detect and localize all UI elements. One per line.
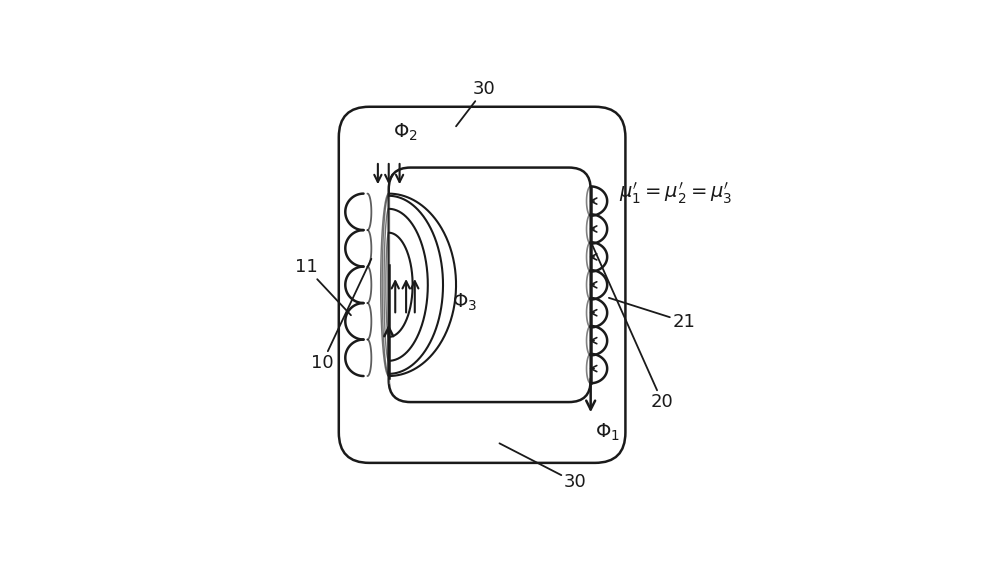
Text: 30: 30 (499, 443, 587, 491)
FancyBboxPatch shape (339, 107, 625, 463)
Text: $\Phi_1$: $\Phi_1$ (595, 422, 620, 443)
Text: $\Phi_3$: $\Phi_3$ (452, 292, 477, 313)
Text: 30: 30 (456, 81, 496, 126)
Text: 21: 21 (609, 298, 695, 331)
Text: 20: 20 (591, 241, 674, 411)
Text: $\Phi_2$: $\Phi_2$ (393, 122, 418, 143)
FancyBboxPatch shape (389, 168, 591, 402)
Text: 10: 10 (311, 259, 371, 372)
Text: 11: 11 (295, 258, 351, 315)
Text: $\mu_1'=\mu_2'=\mu_3'$: $\mu_1'=\mu_2'=\mu_3'$ (619, 181, 732, 206)
